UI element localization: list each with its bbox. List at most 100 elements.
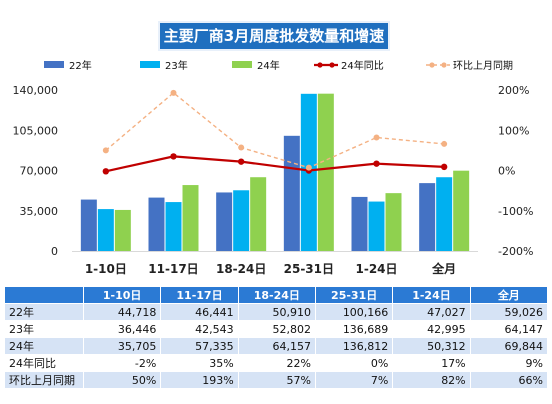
table-cell: 44,718 — [82, 303, 162, 321]
line-24年同比 — [105, 155, 445, 173]
table-row: 22年 44,718 46,441 50,910 100,166 47,027 59,026 — [4, 303, 549, 321]
bar-23年-18-24日 — [233, 190, 250, 251]
table-cell: 66% — [469, 371, 549, 389]
left-tick-label: 0 — [51, 245, 58, 258]
legend-label: 22年 — [69, 59, 92, 72]
left-tick-label: 35,000 — [20, 205, 59, 218]
right-tick-label: 200% — [498, 84, 529, 97]
legend-label: 24年同比 — [341, 59, 384, 72]
point-环比上月同期-25-31日 — [305, 164, 312, 171]
left-tick-label: 140,000 — [13, 84, 59, 97]
data-table: 1-10日 11-17日 18-24日 25-31日 1-24日 全月 22年 44,718… — [4, 286, 549, 389]
bar-24年-11-17日 — [182, 185, 199, 251]
bar-23年-全月 — [436, 177, 453, 251]
table-row: 环比上月同期 50% 193% 57% 7% 82% 66% — [4, 371, 549, 389]
bar-22年-11-17日 — [148, 197, 165, 251]
right-tick-label: 100% — [498, 124, 529, 137]
legend-marker — [429, 62, 435, 68]
table-row-label: 24年 — [4, 337, 84, 355]
table-header-cell: 全月 — [469, 286, 549, 304]
table-header-cell: 25-31日 — [314, 286, 394, 304]
table-cell: 57,335 — [160, 337, 239, 355]
table-cell: 69,844 — [469, 337, 549, 355]
bar-22年-1-10日 — [80, 199, 97, 251]
table-cell: 7% — [314, 371, 394, 389]
bar-22年-全月 — [419, 183, 436, 251]
table-header-cell: 1-24日 — [392, 286, 471, 304]
right-axis: -200% -100% 0% 100% 200% — [498, 84, 533, 258]
table-header-cell: 18-24日 — [237, 286, 316, 304]
table-row: 24年 35,705 57,335 64,157 136,812 50,312 69,844 — [4, 337, 549, 355]
bar-23年-1-24日 — [368, 201, 385, 251]
point-环比上月同期-全月 — [441, 140, 448, 147]
table-cell: 64,147 — [469, 320, 549, 338]
bar-22年-25-31日 — [283, 135, 300, 251]
right-tick-label: -100% — [498, 205, 533, 218]
x-tick-label: 11-17日 — [148, 262, 198, 276]
table-cell: 36,446 — [82, 320, 162, 338]
point-环比上月同期-18-24日 — [238, 144, 245, 151]
table-row-label: 24年同比 — [4, 354, 84, 372]
bar-22年-1-24日 — [351, 196, 368, 251]
x-tick-label: 1-10日 — [85, 262, 127, 276]
x-tick-label: 1-24日 — [355, 262, 397, 276]
legend-marker — [317, 62, 323, 68]
bar-series — [80, 93, 470, 251]
point-24年同比-11-17日 — [170, 153, 177, 160]
chart-title: 主要厂商3月周度批发数量和增速 — [158, 21, 390, 51]
bar-23年-1-10日 — [97, 209, 114, 251]
point-24年同比-1-24日 — [373, 160, 380, 167]
table-corner — [4, 286, 84, 304]
table-cell: -2% — [82, 354, 162, 372]
bar-24年-18-24日 — [250, 177, 267, 251]
point-环比上月同期-1-24日 — [373, 134, 380, 141]
legend-label: 环比上月同期 — [453, 60, 513, 72]
line-环比上月同期 — [105, 91, 445, 169]
table-cell: 47,027 — [392, 303, 471, 321]
table-body: 22年 44,718 46,441 50,910 100,166 47,027 59,026… — [4, 303, 549, 389]
table-cell: 100,166 — [314, 303, 394, 321]
table-cell: 82% — [392, 371, 471, 389]
legend-marker — [441, 62, 447, 68]
point-24年同比-全月 — [440, 163, 448, 171]
table-cell: 0% — [314, 354, 394, 372]
table-row: 23年 36,446 42,543 52,802 136,689 42,995 64,147 — [4, 320, 549, 338]
bar-24年-全月 — [453, 170, 470, 251]
table-cell: 50,312 — [392, 337, 471, 355]
table-cell: 50% — [82, 371, 162, 389]
legend-swatch-23年 — [140, 61, 160, 68]
legend: 22年 23年 24年 24年同比 环比上月同期 — [44, 59, 513, 72]
point-环比上月同期-1-10日 — [102, 147, 109, 154]
table-cell: 22% — [237, 354, 316, 372]
table-cell: 50,910 — [237, 303, 316, 321]
table-row-label: 22年 — [4, 303, 84, 321]
table-cell: 57% — [237, 371, 316, 389]
table-cell: 64,157 — [237, 337, 316, 355]
x-axis-labels: 1-10日 11-17日 18-24日 25-31日 1-24日 全月 — [85, 261, 456, 276]
table-cell: 52,802 — [237, 320, 316, 338]
x-tick-label: 18-24日 — [216, 262, 266, 276]
x-tick-label: 全月 — [431, 261, 456, 276]
table-cell: 17% — [392, 354, 471, 372]
table-cell: 9% — [469, 354, 549, 372]
bar-24年-1-24日 — [385, 193, 402, 251]
legend-label: 24年 — [257, 59, 280, 72]
bar-22年-18-24日 — [216, 192, 233, 251]
right-tick-label: -200% — [498, 245, 533, 258]
table-header-cell: 1-10日 — [82, 286, 162, 304]
right-tick-label: 0% — [498, 165, 515, 178]
table-cell: 193% — [160, 371, 239, 389]
point-24年同比-1-10日 — [102, 168, 110, 175]
table-row-label: 环比上月同期 — [4, 371, 84, 389]
point-24年同比-18-24日 — [237, 158, 245, 165]
table-cell: 46,441 — [160, 303, 239, 321]
table-cell: 59,026 — [469, 303, 549, 321]
bar-24年-1-10日 — [114, 209, 131, 251]
table-cell: 35% — [160, 354, 239, 372]
legend-label: 23年 — [165, 59, 188, 72]
table-header-cell: 11-17日 — [160, 286, 239, 304]
left-axis: 0 35,000 70,000 105,000 140,000 — [13, 84, 478, 258]
left-tick-label: 70,000 — [20, 165, 59, 178]
legend-swatch-22年 — [44, 61, 64, 68]
table-header-row: 1-10日 11-17日 18-24日 25-31日 1-24日 全月 — [4, 286, 549, 304]
